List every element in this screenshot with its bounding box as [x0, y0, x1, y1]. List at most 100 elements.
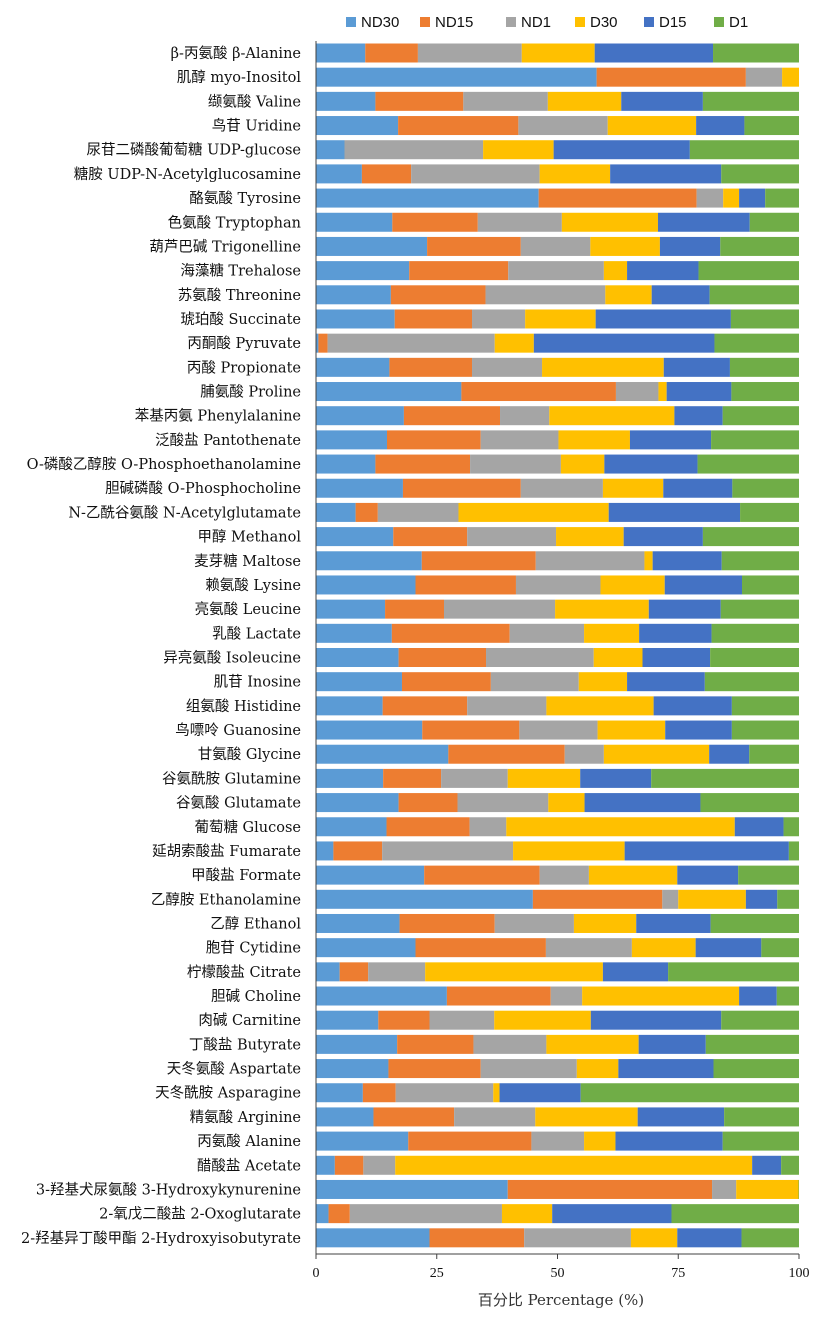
- bar-segment-nd15: [408, 1131, 532, 1151]
- bar-segment-d15: [618, 1059, 714, 1079]
- x-tick-label: 25: [430, 1266, 444, 1281]
- category-label: 谷氨酸 Glutamate: [176, 795, 301, 812]
- bar-segment-nd30: [316, 1034, 398, 1054]
- bar-segment-nd15: [415, 575, 516, 595]
- bar-segment-d30: [507, 768, 581, 788]
- category-label: 色氨酸 Tryptophan: [168, 214, 301, 231]
- bar-segment-d15: [552, 1204, 672, 1224]
- bar-segment-nd30: [316, 768, 384, 788]
- bar-segment-d1: [729, 357, 799, 377]
- bar-segment-d30: [658, 382, 667, 402]
- bar-segment-nd30: [316, 551, 422, 571]
- bar-segment-nd30: [316, 1107, 374, 1127]
- bar-segment-d15: [533, 333, 715, 353]
- bar-segment-nd1: [535, 551, 645, 571]
- x-axis-title: 百分比 Percentage (%): [478, 1291, 644, 1309]
- bar-segment-nd30: [316, 720, 423, 740]
- bar-segment-d30: [458, 502, 609, 522]
- bar-segment-d1: [783, 817, 799, 837]
- bar-segment-nd30: [316, 623, 392, 643]
- bar-segment-nd1: [472, 357, 543, 377]
- bar-segment-d15: [663, 357, 730, 377]
- bar-segment-nd1: [518, 116, 608, 136]
- bar-segment-nd1: [480, 1059, 577, 1079]
- category-label: β-丙氨酸 β-Alanine: [171, 45, 301, 62]
- bar-segment-nd15: [398, 793, 458, 813]
- category-label: 异亮氨酸 Isoleucine: [163, 650, 301, 667]
- bar-segment-d1: [738, 865, 799, 885]
- bar-segment-d1: [722, 1131, 799, 1151]
- bar-segment-d15: [739, 986, 777, 1006]
- bar-segment-d30: [425, 962, 603, 982]
- bar-segment-d15: [639, 623, 712, 643]
- bar-segment-d30: [525, 309, 596, 329]
- bar-segment-nd1: [467, 527, 557, 547]
- bar-segment-nd1: [454, 1107, 536, 1127]
- bar-segment-d15: [653, 696, 732, 716]
- bar-segment-d30: [560, 454, 605, 474]
- bar-segment-nd30: [316, 1179, 508, 1199]
- bar-segment-d1: [702, 527, 799, 547]
- bar-segment-nd15: [409, 261, 509, 281]
- category-label: 泛酸盐 Pantothenate: [155, 432, 301, 449]
- bar-segment-nd30: [316, 1083, 363, 1103]
- bar-segment-d1: [697, 454, 799, 474]
- bar-segment-nd30: [316, 599, 386, 619]
- bar-segment-d1: [788, 841, 799, 861]
- bar-segment-nd15: [361, 164, 412, 184]
- bar-segment-d1: [721, 1010, 799, 1030]
- bar-segment-d30: [605, 285, 652, 305]
- category-label: 天冬氨酸 Aspartate: [167, 1061, 301, 1078]
- bar-segment-d1: [580, 1083, 799, 1103]
- category-label: 胞苷 Cytidine: [206, 940, 301, 957]
- bar-segment-nd1: [662, 889, 679, 909]
- bar-segment-nd1: [524, 1228, 631, 1248]
- bar-segment-nd1: [515, 575, 601, 595]
- bar-segment-d1: [710, 648, 799, 667]
- bar-segment-nd30: [316, 91, 376, 111]
- bar-segment-nd30: [316, 236, 428, 256]
- bar-segment-d30: [395, 1155, 753, 1175]
- category-label: 苯基丙氨 Phenylalanine: [135, 408, 301, 425]
- bar-segment-nd1: [395, 1083, 494, 1103]
- bar-segment-d15: [610, 164, 722, 184]
- category-label: 柠檬酸盐 Citrate: [187, 964, 301, 981]
- bar-segment-nd30: [316, 986, 447, 1006]
- bar-segment-nd30: [316, 382, 462, 402]
- bar-segment-nd30: [316, 43, 366, 63]
- bar-segment-d15: [739, 188, 766, 208]
- bar-segment-nd1: [531, 1131, 585, 1151]
- bar-segment-d30: [600, 575, 665, 595]
- category-label: 麦芽糖 Maltose: [194, 553, 301, 570]
- bar-segment-nd15: [393, 527, 468, 547]
- legend-swatch-nd15: [420, 17, 430, 27]
- bar-segment-nd15: [355, 502, 378, 522]
- bar-segment-d30: [494, 333, 534, 353]
- bar-segment-nd1: [411, 164, 540, 184]
- bar-segment-d15: [663, 478, 733, 498]
- bar-segment-d1: [741, 1228, 799, 1248]
- bar-segment-nd30: [316, 1059, 389, 1079]
- bar-segment-d1: [732, 478, 799, 498]
- bar-segment-d1: [724, 1107, 799, 1127]
- bar-segment-d30: [584, 1131, 616, 1151]
- bar-segment-nd1: [490, 672, 579, 692]
- bar-segment-nd15: [373, 1107, 455, 1127]
- bar-segment-d15: [637, 1107, 725, 1127]
- bar-segment-d15: [624, 841, 789, 861]
- bar-segment-nd30: [316, 841, 334, 861]
- bar-segment-d1: [711, 623, 799, 643]
- bar-segment-d1: [744, 116, 799, 136]
- bar-segment-nd30: [316, 962, 340, 982]
- bar-segment-nd30: [316, 116, 399, 136]
- bar-segment-d30: [723, 188, 740, 208]
- bar-segment-nd30: [316, 817, 387, 837]
- bar-segment-nd15: [532, 889, 663, 909]
- x-tick-label: 0: [313, 1266, 320, 1281]
- category-label: 琥珀酸 Succinate: [180, 311, 301, 328]
- bar-segment-nd30: [316, 1010, 379, 1030]
- bar-segment-nd1: [441, 768, 508, 788]
- bar-segment-d15: [666, 382, 732, 402]
- bar-segment-d15: [627, 261, 699, 281]
- category-label: 葫芦巴碱 Trigonelline: [149, 238, 301, 255]
